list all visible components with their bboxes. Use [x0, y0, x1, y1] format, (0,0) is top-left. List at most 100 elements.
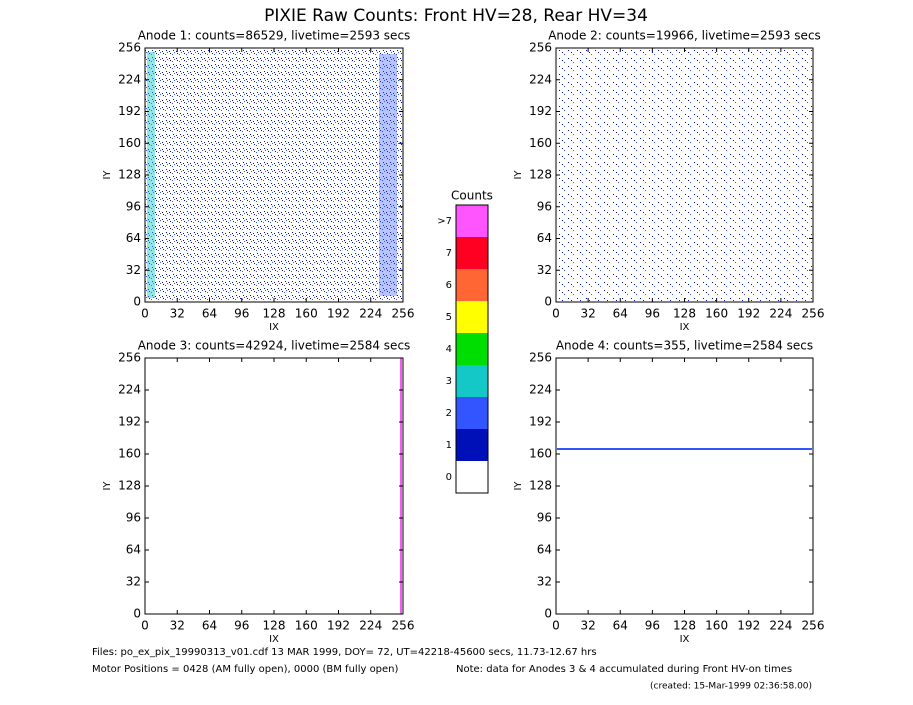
panel-title: Anode 3: counts=42924, livetime=2584 sec…: [138, 339, 411, 353]
count-image: [556, 358, 813, 614]
x-tick-label: 256: [802, 619, 825, 633]
plot-frame: [144, 357, 404, 615]
x-tick-label: 0: [141, 307, 149, 321]
y-tick-label: 160: [118, 447, 141, 461]
created: (created: 15-Mar-1999 02:36:58.00): [650, 682, 812, 692]
y-tick-label: 96: [537, 511, 552, 525]
x-tick-label: 64: [202, 307, 217, 321]
y-tick-label: 192: [118, 415, 141, 429]
y-axis-label: IY: [102, 481, 113, 491]
colorbar-swatch: [456, 365, 488, 397]
colorbar-swatch: [456, 237, 488, 269]
x-tick-label: 96: [234, 307, 249, 321]
y-tick-label: 32: [126, 263, 141, 277]
y-tick-label: 0: [544, 295, 552, 309]
y-tick-label: 64: [126, 231, 141, 245]
x-tick-label: 32: [170, 619, 185, 633]
x-tick-label: 224: [359, 619, 382, 633]
y-tick-label: 96: [126, 199, 141, 213]
y-tick-label: 192: [529, 415, 552, 429]
colorbar-label: >7: [437, 216, 452, 227]
colorbar-label: 6: [446, 280, 452, 291]
y-tick-label: 64: [537, 231, 552, 245]
x-tick-label: 32: [580, 619, 595, 633]
colorbar-label: 1: [446, 440, 452, 451]
y-tick-label: 0: [544, 607, 552, 621]
colorbar-label: 2: [446, 408, 452, 419]
x-tick-label: 256: [392, 619, 415, 633]
y-tick-label: 160: [118, 136, 141, 150]
y-tick-label: 128: [529, 168, 552, 182]
plot-frame: [555, 357, 814, 615]
panels: Anode 1: counts=86529, livetime=2593 sec…: [102, 29, 824, 646]
y-tick-label: 256: [118, 351, 141, 365]
y-axis-label: IY: [513, 170, 524, 180]
row-stripe: [557, 448, 812, 450]
panel: Anode 4: counts=355, livetime=2584 secs 0…: [513, 339, 824, 646]
y-tick-label: 96: [126, 511, 141, 525]
y-tick-label: 32: [537, 263, 552, 277]
x-tick-label: 128: [673, 619, 696, 633]
y-tick-label: 160: [529, 136, 552, 150]
y-tick-label: 64: [126, 543, 141, 557]
x-axis-label: IX: [269, 634, 279, 645]
x-tick-label: 64: [613, 619, 628, 633]
x-tick-label: 32: [580, 307, 595, 321]
x-tick-label: 0: [552, 619, 560, 633]
panel-title: Anode 2: counts=19966, livetime=2593 sec…: [548, 29, 821, 43]
colorbar: Counts 0 1 2 3 4 5 6 7 >7: [437, 189, 493, 494]
x-tick-label: 224: [769, 619, 792, 633]
x-tick-label: 192: [737, 307, 760, 321]
colorbar-swatch: [456, 205, 488, 237]
x-tick-label: 0: [141, 619, 149, 633]
y-tick-label: 192: [529, 104, 552, 118]
page-title: PIXIE Raw Counts: Front HV=28, Rear HV=3…: [264, 6, 648, 26]
colorbar-swatch: [456, 461, 488, 493]
colorbar-swatch: [456, 397, 488, 429]
y-tick-label: 128: [118, 168, 141, 182]
count-image: [556, 48, 813, 302]
y-tick-label: 64: [537, 543, 552, 557]
y-tick-label: 128: [118, 479, 141, 493]
y-tick-label: 32: [126, 575, 141, 589]
count-image: [145, 48, 403, 302]
colorbar-frame: [455, 204, 489, 494]
x-axis-label: IX: [269, 322, 279, 333]
y-tick-label: 256: [118, 41, 141, 55]
x-tick-label: 224: [769, 307, 792, 321]
edge-band: [379, 54, 397, 296]
x-tick-label: 96: [645, 307, 660, 321]
files-info: Files: po_ex_pix_19990313_v01.cdf 13 MAR…: [92, 647, 597, 658]
y-tick-label: 224: [118, 72, 141, 86]
x-tick-label: 64: [613, 307, 628, 321]
colorbar-label: 3: [446, 376, 452, 387]
x-tick-label: 256: [392, 307, 415, 321]
x-tick-label: 192: [737, 619, 760, 633]
x-tick-label: 224: [359, 307, 382, 321]
y-axis-label: IY: [102, 170, 113, 180]
y-tick-label: 128: [529, 479, 552, 493]
edge-band: [147, 52, 155, 298]
colorbar-label: 4: [446, 344, 452, 355]
x-tick-label: 96: [645, 619, 660, 633]
x-tick-label: 96: [234, 619, 249, 633]
y-tick-label: 0: [133, 295, 141, 309]
panel: Anode 1: counts=86529, livetime=2593 sec…: [102, 29, 414, 334]
colorbar-title: Counts: [451, 189, 493, 203]
panel-title: Anode 1: counts=86529, livetime=2593 sec…: [138, 29, 411, 43]
x-tick-label: 128: [263, 307, 286, 321]
motor-info: Motor Positions = 0428 (AM fully open), …: [92, 664, 399, 675]
y-tick-label: 32: [537, 575, 552, 589]
note: Note: data for Anodes 3 & 4 accumulated …: [456, 664, 792, 675]
y-tick-label: 0: [133, 607, 141, 621]
x-tick-label: 160: [295, 619, 318, 633]
colorbar-swatch: [456, 429, 488, 461]
y-tick-label: 224: [529, 72, 552, 86]
x-tick-label: 32: [170, 307, 185, 321]
panel-title: Anode 4: counts=355, livetime=2584 secs: [556, 339, 813, 353]
x-axis-label: IX: [680, 322, 690, 333]
count-image: [145, 358, 403, 614]
x-tick-label: 192: [327, 307, 350, 321]
panel: Anode 3: counts=42924, livetime=2584 sec…: [102, 339, 414, 646]
